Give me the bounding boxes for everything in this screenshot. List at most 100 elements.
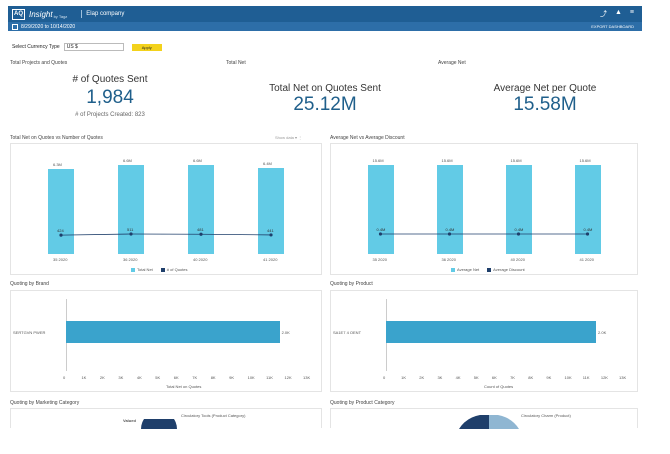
chart1-toggle[interactable]: Show data ▾ ⋮: [275, 135, 303, 140]
bar-value-label: 15.6M: [372, 158, 384, 164]
x-tick-label: 3K: [118, 375, 124, 380]
line-point: [447, 232, 452, 236]
x-tick-label: 4K: [136, 375, 142, 380]
x-tick-label: 8K: [528, 375, 534, 380]
legend-label: Average Discount: [493, 267, 525, 272]
apply-button[interactable]: Apply: [131, 43, 162, 51]
x-tick-label: 36 2020: [123, 257, 138, 262]
legend-item[interactable]: # of Quotes: [160, 267, 188, 272]
bar-total-net-1: [118, 165, 144, 254]
kpi-quotes-label: # of Quotes Sent: [72, 74, 148, 85]
x-tick-label: 5K: [473, 375, 479, 380]
x-tick-label: 4K: [455, 375, 461, 380]
legend-item[interactable]: Total Net: [131, 267, 153, 272]
export-dashboard-button[interactable]: EXPORT DASHBOARD: [591, 24, 634, 29]
bar-value-label: 15.6M: [441, 158, 453, 164]
logo-mark[interactable]: AQ: [12, 8, 25, 20]
line-value-label: 0.4M: [445, 227, 455, 232]
product-category-legend: Circulatory Charm (Product): [521, 413, 571, 418]
line-series--of-quotes: [59, 232, 273, 237]
bar-average-net-2: [505, 165, 532, 254]
x-tick-label: 11K: [582, 375, 590, 380]
kpi-projects: # of Projects Created: 823: [40, 112, 180, 118]
line-point: [59, 233, 63, 237]
x-tick-label: 7K: [510, 375, 515, 380]
x-tick-label: 0: [383, 375, 386, 380]
product-category-chart-title: Quoting by Product Category: [330, 400, 395, 406]
section-title-average-net: Average Net: [438, 60, 466, 66]
line-point: [585, 232, 590, 236]
chart-net-vs-quotes: 6.3M 35 2020 424 6.6M 36 2020 511 6.6M 40 2020 4…: [10, 143, 322, 275]
kpi-total-net-label: Total Net on Quotes Sent: [269, 83, 381, 94]
bar-value-label: 6.4M: [263, 161, 272, 167]
bar-value-label: 2.0K: [598, 330, 607, 335]
company-name: Elap company: [86, 11, 125, 17]
x-tick-label: 40 2020: [510, 257, 525, 262]
brand-chart-title: Quoting by Brand: [10, 281, 49, 287]
kpi-projects-label: # of Projects Created:: [75, 112, 134, 118]
line-point: [129, 232, 133, 236]
legend-item[interactable]: Average Discount: [487, 267, 525, 272]
section-title-total-net: Total Net: [226, 60, 246, 66]
bar-total-net-0: [48, 169, 74, 254]
chart-quoting-by-product: SA1E7 4 OENT 2.0K 0 1K 2K 3K 4K 5K 6K 7K 8K 9K 10K 11…: [330, 290, 638, 392]
line-series-average-discount: [378, 232, 590, 236]
bar-total-net-2: [188, 165, 214, 254]
chart1-title: Total Net on Quotes vs Number of Quotes: [10, 135, 103, 141]
line-value-label: 0.4M: [514, 227, 524, 232]
x-tick-label: 12K: [600, 375, 608, 380]
share-icon[interactable]: ⤴: [599, 11, 607, 18]
date-range-selector[interactable]: 8/29/2020 to 10/14/2020: [21, 23, 76, 30]
legend-label: # of Quotes: [166, 267, 188, 272]
bar-chart3: [66, 321, 280, 343]
legend-swatch: [487, 267, 492, 272]
legend-item[interactable]: Average Net: [451, 267, 479, 272]
section-title-projects: Total Projects and Quotes: [10, 60, 68, 66]
currency-filter: Select Currency Type US $ Apply: [12, 43, 162, 51]
bar-average-net-3: [574, 165, 601, 254]
bar-chart4: [386, 321, 597, 343]
bar-average-net-0: [367, 165, 394, 254]
x-tick-label: 40 2020: [193, 257, 208, 262]
chart-quoting-by-brand: SERTGVN PWER 2.0K 0 1K 2K 3K 4K 5K 6K 7K 8K 9K 10K 11…: [10, 290, 322, 392]
x-tick-label: 0: [63, 375, 66, 380]
legend-swatch: [451, 267, 455, 272]
x-tick-label: 6K: [491, 375, 497, 380]
line-value-label: 424: [57, 228, 64, 234]
line-point: [516, 232, 521, 236]
marketing-chart-title: Quoting by Marketing Category: [10, 400, 80, 406]
notification-bell-icon[interactable]: ▲: [614, 9, 622, 16]
chart-legend: Total Net # of Quotes: [131, 267, 187, 272]
x-tick-label: 10K: [564, 375, 572, 380]
chart-quoting-by-marketing: Valued Circulatory Tools (Product Catego…: [10, 408, 322, 429]
x-tick-label: 7K: [192, 375, 198, 380]
menu-icon[interactable]: ≡: [629, 9, 634, 16]
x-tick-label: 9K: [546, 375, 552, 380]
x-tick-label: 41 2020: [263, 257, 278, 262]
currency-filter-label: Select Currency Type: [12, 44, 60, 50]
x-tick-label: 1K: [401, 375, 407, 380]
currency-select[interactable]: US $: [63, 43, 124, 51]
line-value-label: 511: [127, 227, 134, 232]
product-category-donut: [459, 415, 519, 429]
x-tick-label: 41 2020: [579, 257, 594, 262]
marketing-legend: Circulatory Tools (Product Category): [181, 413, 246, 418]
x-tick-label: 2K: [99, 375, 105, 380]
header-divider: [81, 10, 83, 18]
x-tick-label: 6K: [173, 375, 179, 380]
x-tick-label: 11K: [266, 375, 273, 380]
chart-legend: Average Net Average Discount: [451, 267, 525, 272]
x-tick-label: 1K: [81, 375, 87, 380]
product-chart-title: Quoting by Product: [330, 281, 373, 287]
line-value-label: 441: [267, 227, 274, 233]
logo-text: Insight: [29, 9, 53, 19]
x-tick-label: 13K: [619, 375, 627, 380]
calendar-icon[interactable]: [12, 23, 18, 30]
x-tick-label: 35 2020: [372, 257, 387, 262]
category-label: SA1E7 4 OENT: [333, 330, 362, 335]
marketing-donut: [141, 419, 177, 429]
x-tick-label: 3K: [437, 375, 443, 380]
x-tick-label: 5K: [155, 375, 161, 380]
bar-value-label: 15.6M: [579, 158, 591, 164]
kpi-avg-net-label: Average Net per Quote: [493, 83, 597, 94]
